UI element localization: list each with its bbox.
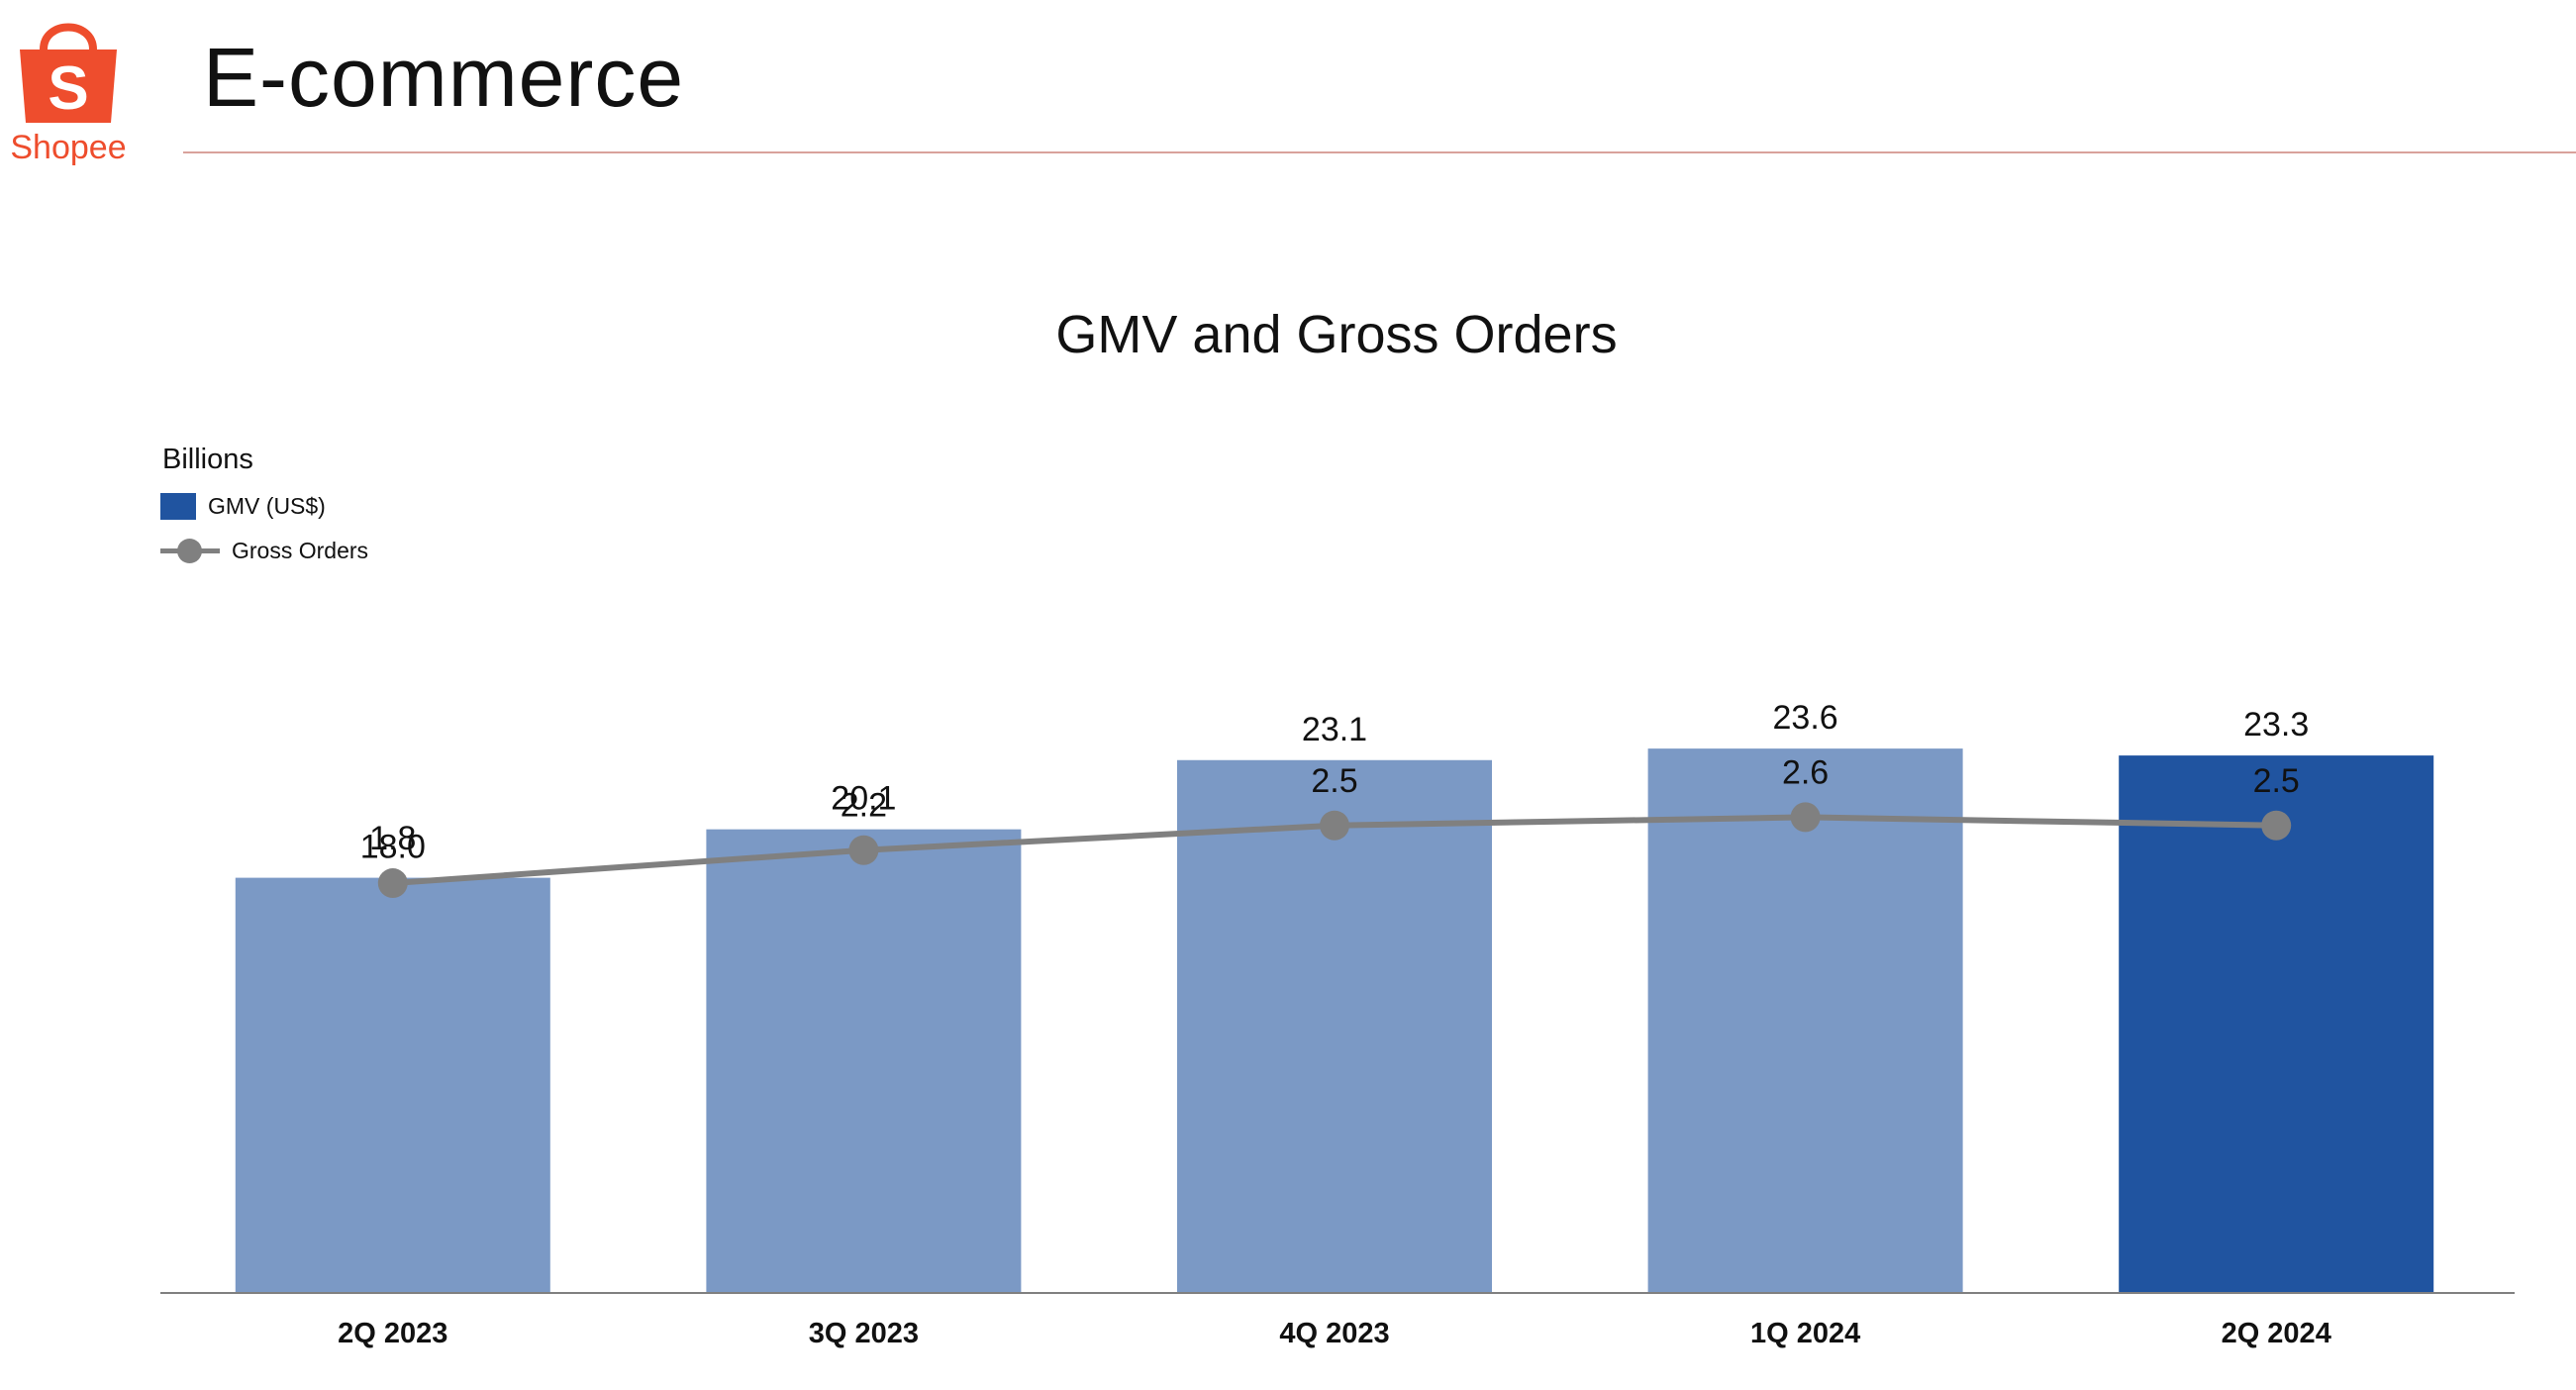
logo-text: Shopee bbox=[10, 129, 127, 166]
gross-orders-point-4 bbox=[2261, 810, 2292, 841]
units-label: Billions bbox=[162, 444, 253, 475]
gross-orders-point-0 bbox=[377, 868, 408, 899]
legend-gmv-swatch bbox=[160, 493, 196, 520]
legend-gmv: GMV (US$) bbox=[160, 493, 326, 520]
shopping-bag-icon: S bbox=[20, 23, 117, 123]
gmv-data-label-3: 23.6 bbox=[1773, 699, 1838, 737]
svg-text:S: S bbox=[48, 54, 88, 123]
gross-orders-point-1 bbox=[848, 835, 879, 865]
gmv-data-label-2: 23.1 bbox=[1302, 711, 1367, 748]
gmv-bar-4 bbox=[2119, 755, 2434, 1293]
chart-title: GMV and Gross Orders bbox=[1055, 305, 1618, 364]
legend-gross-orders: Gross Orders bbox=[160, 538, 368, 564]
gross-orders-data-label-4: 2.5 bbox=[2253, 762, 2300, 800]
gmv-bar-3 bbox=[1647, 748, 1963, 1293]
gmv-data-label-4: 23.3 bbox=[2243, 706, 2309, 744]
x-tick-label-0: 2Q 2023 bbox=[338, 1318, 447, 1349]
legend-gross-orders-label: Gross Orders bbox=[232, 538, 369, 563]
title-divider bbox=[183, 151, 2576, 153]
legend-gross-orders-swatch bbox=[160, 538, 220, 564]
gross-orders-data-label-0: 1.8 bbox=[369, 820, 416, 857]
gmv-bar-0 bbox=[235, 877, 550, 1293]
gross-orders-data-label-2: 2.5 bbox=[1311, 762, 1357, 800]
gross-orders-data-label-3: 2.6 bbox=[1782, 753, 1829, 791]
page-title: E-commerce bbox=[203, 31, 685, 124]
gross-orders-data-label-1: 2.2 bbox=[841, 787, 887, 825]
x-tick-label-3: 1Q 2024 bbox=[1750, 1318, 1860, 1349]
x-tick-label-4: 2Q 2024 bbox=[2222, 1318, 2331, 1349]
gmv-data-label-1: 20.1 bbox=[831, 780, 896, 818]
gmv-data-label-0: 18.0 bbox=[360, 829, 426, 866]
gross-orders-point-3 bbox=[1790, 802, 1821, 833]
shopee-logo: S Shopee bbox=[8, 12, 129, 170]
gmv-bar-2 bbox=[1177, 759, 1492, 1293]
x-tick-label-2: 4Q 2023 bbox=[1279, 1318, 1389, 1349]
gross-orders-point-2 bbox=[1320, 810, 1349, 841]
x-tick-label-1: 3Q 2023 bbox=[809, 1318, 919, 1349]
gmv-bar-1 bbox=[706, 829, 1022, 1293]
legend-gmv-label: GMV (US$) bbox=[208, 493, 326, 519]
